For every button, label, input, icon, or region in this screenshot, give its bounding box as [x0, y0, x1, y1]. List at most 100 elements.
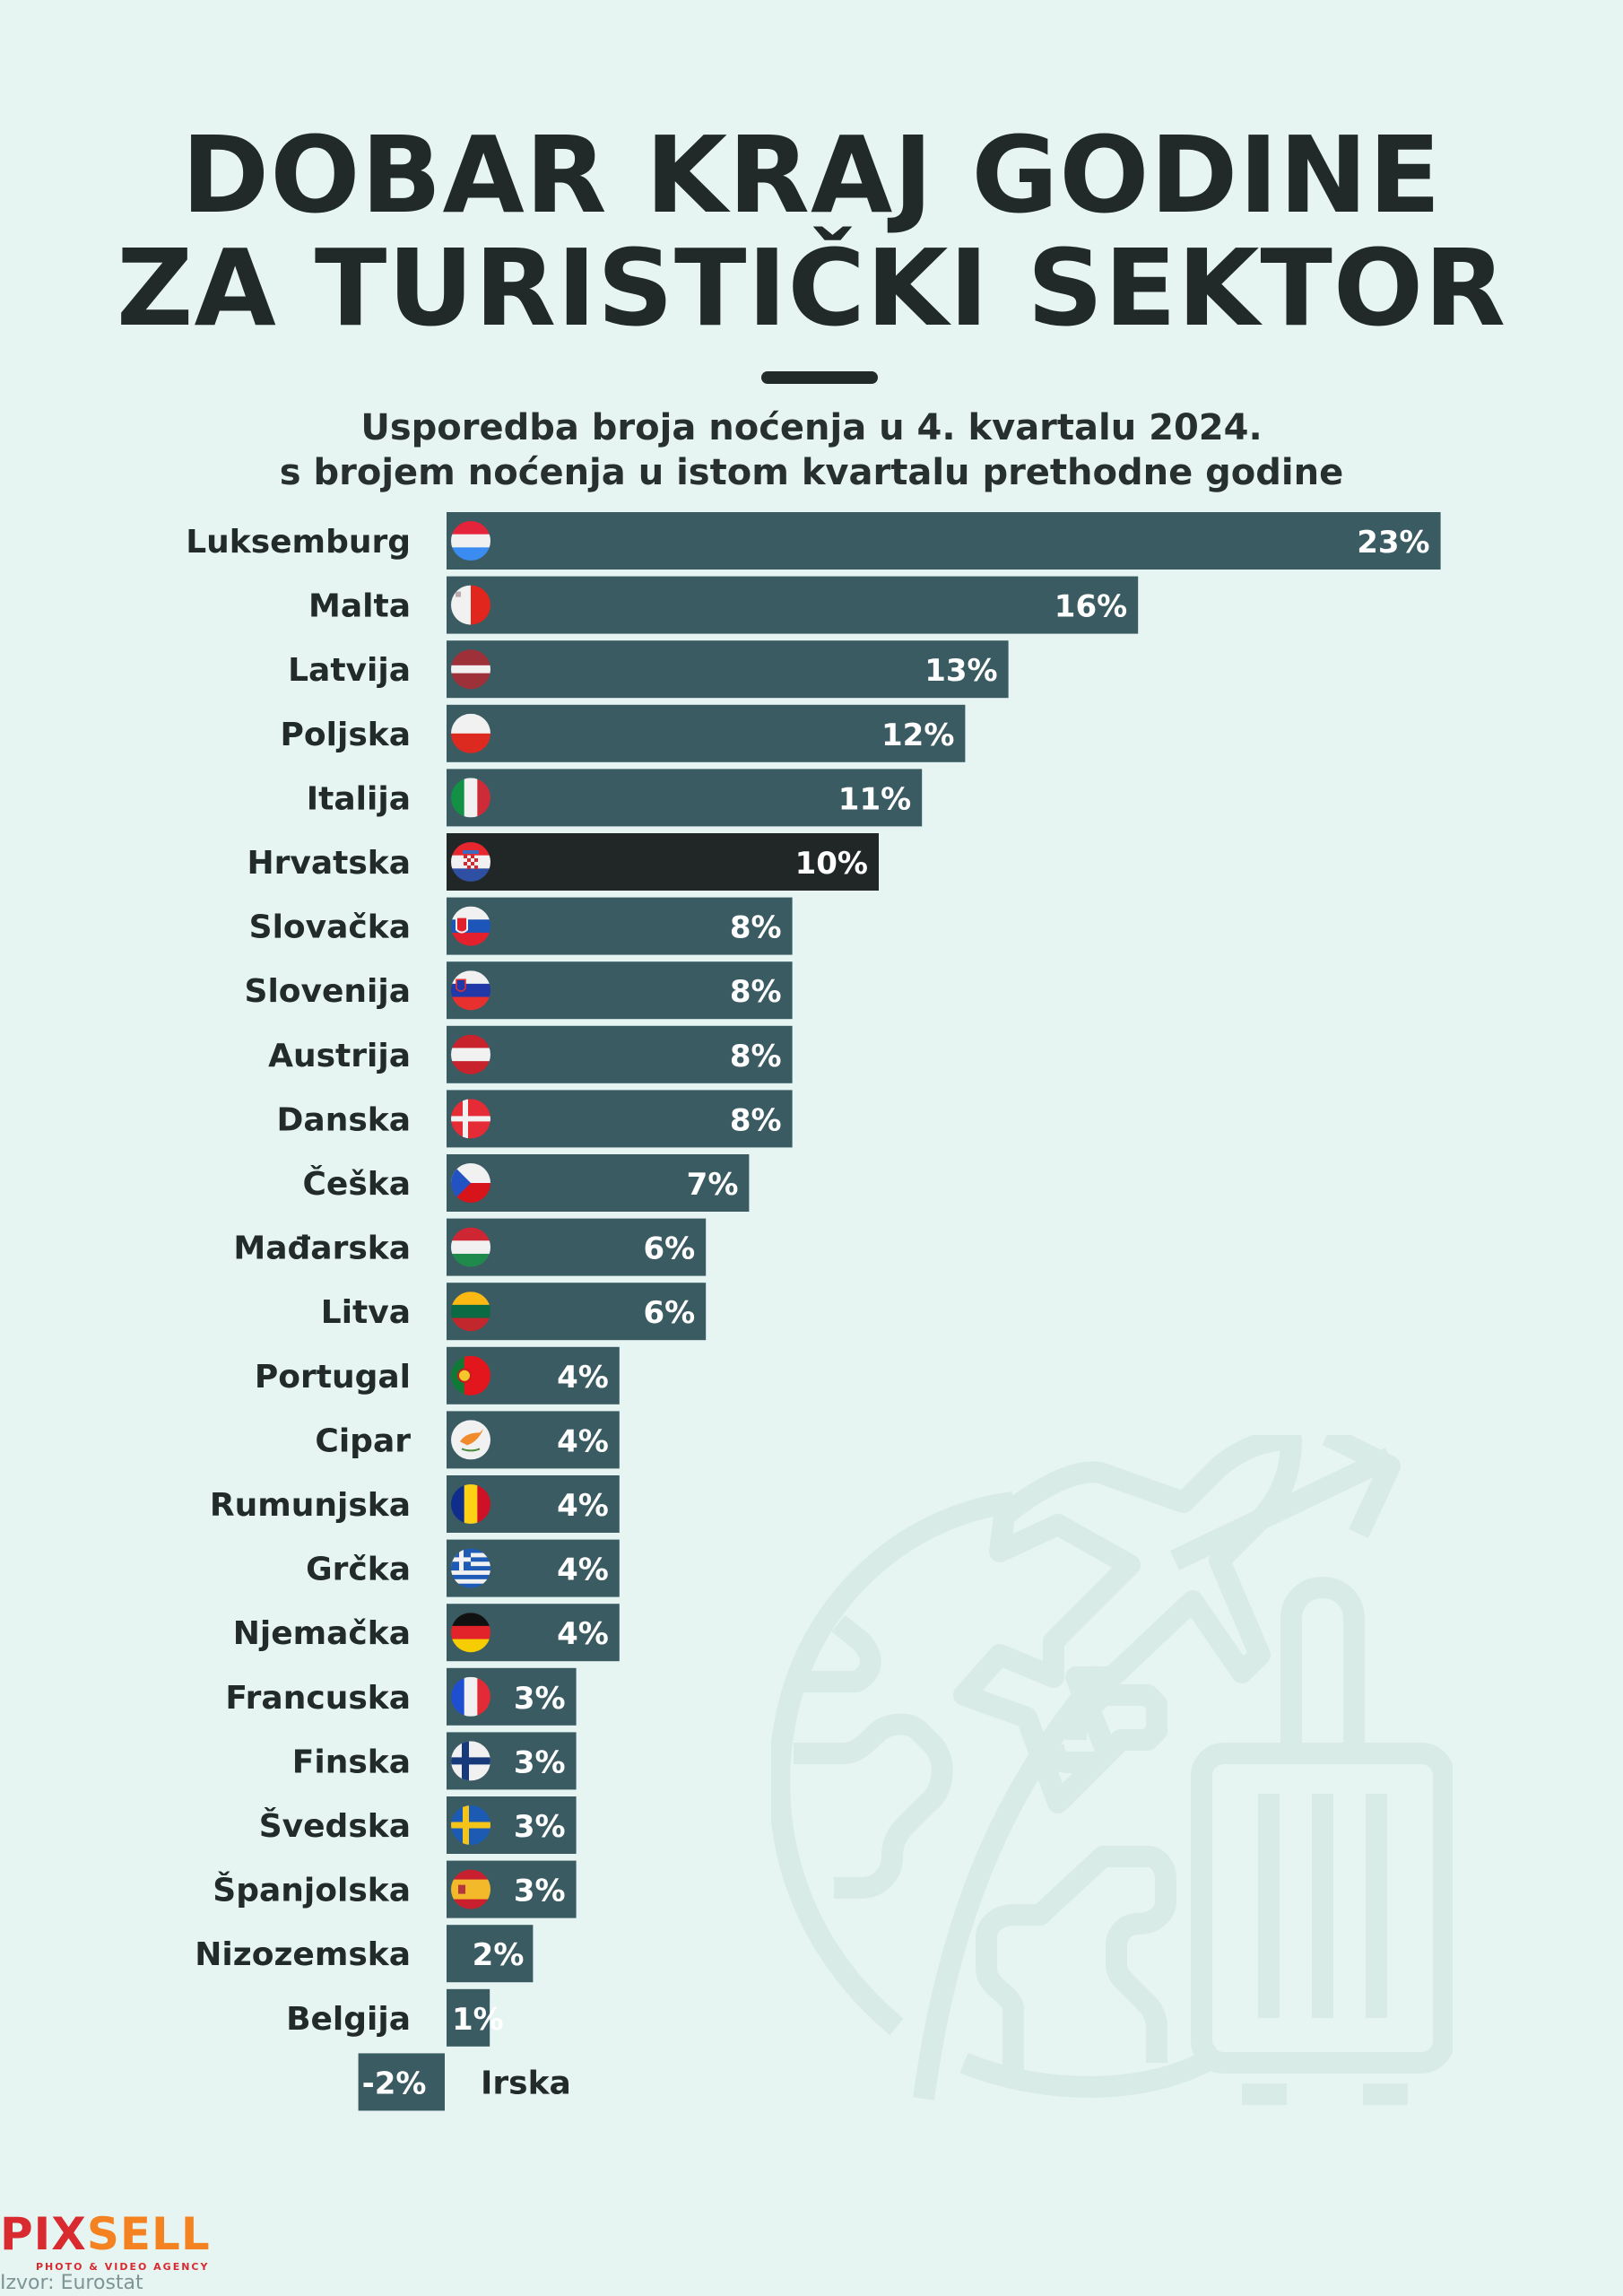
- travel-globe-suitcase-icon: [771, 1435, 1453, 2105]
- bar-row: Španjolska 3%: [213, 1860, 577, 1918]
- category-label: Hrvatska: [247, 845, 411, 882]
- category-label: Danska: [277, 1101, 411, 1138]
- title-line-1: DOBAR KRAJ GODINE: [181, 113, 1442, 237]
- value-label: 11%: [838, 781, 911, 817]
- flag-mt-icon: [451, 585, 490, 625]
- value-label: 3%: [514, 1809, 566, 1845]
- category-label: Italija: [307, 780, 411, 817]
- flag-cy-icon: [451, 1420, 490, 1460]
- value-label: 6%: [643, 1231, 695, 1267]
- bar-chart: Luksemburg 23% Malta 16% Latvija 13% Poljska 12…: [186, 512, 1441, 2111]
- flag-it-icon: [451, 778, 490, 818]
- flag-es-icon: [451, 1869, 490, 1909]
- value-label: 2%: [473, 1937, 525, 1973]
- value-label: 8%: [730, 1039, 782, 1074]
- logo-tagline: PHOTO & VIDEO AGENCY: [36, 2261, 210, 2273]
- category-label: Belgija: [286, 2001, 411, 2038]
- flag-hu-icon: [451, 1227, 490, 1267]
- title-line-2: ZA TURISTIČKI SEKTOR: [116, 226, 1507, 350]
- source-note: Izvor: Eurostat: [0, 2272, 143, 2294]
- category-label: Španjolska: [213, 1872, 411, 1909]
- category-label: Nizozemska: [195, 1936, 411, 1973]
- bar-row: Njemačka 4%: [233, 1604, 620, 1662]
- flag-lu-icon: [451, 521, 490, 561]
- bar: [447, 576, 1139, 634]
- bar: [447, 1025, 793, 1083]
- logo-sell: SELL: [86, 2208, 211, 2260]
- logo-pix: PIX: [0, 2208, 87, 2260]
- bar: [447, 769, 923, 827]
- bars-layer: Luksemburg 23% Malta 16% Latvija 13% Poljska 12…: [186, 512, 1441, 2111]
- bar: [358, 2053, 445, 2111]
- bar: [447, 961, 793, 1020]
- value-label: 3%: [514, 1681, 566, 1717]
- value-label: 6%: [643, 1295, 695, 1331]
- bar-row: Poljska 12%: [281, 704, 966, 762]
- flag-ro-icon: [451, 1484, 490, 1524]
- flag-lv-icon: [451, 649, 490, 690]
- flag-hr-icon: [451, 842, 490, 882]
- bar-row: Francuska 3%: [225, 1667, 577, 1726]
- bar: [447, 640, 1009, 699]
- category-label: Francuska: [225, 1680, 411, 1717]
- value-label: 4%: [557, 1360, 609, 1396]
- category-label: Latvija: [288, 652, 411, 689]
- subtitle-line-2: s brojem noćenja u istom kvartalu pretho…: [279, 452, 1344, 493]
- bar-row: Nizozemska 2%: [195, 1925, 534, 1983]
- bar-row: Belgija 1%: [286, 1988, 504, 2047]
- bar: [447, 1988, 490, 2047]
- value-label: 7%: [687, 1167, 739, 1203]
- chart-title: DOBAR KRAJ GODINE ZA TURISTIČKI SEKTOR: [0, 118, 1623, 344]
- flag-dk-icon: [451, 1099, 490, 1139]
- category-label: Njemačka: [233, 1615, 411, 1652]
- category-label: Slovačka: [249, 909, 411, 946]
- bar-row: Slovačka 8%: [249, 897, 793, 955]
- value-label: 4%: [557, 1423, 609, 1459]
- category-label: Irska: [481, 2065, 571, 2101]
- pixsell-logo: PIXSELL: [0, 2212, 211, 2257]
- title-divider: [761, 371, 878, 384]
- value-label: -2%: [362, 2066, 427, 2101]
- bar: [447, 1925, 534, 1983]
- category-label: Portugal: [255, 1359, 411, 1396]
- flag-fr-icon: [451, 1676, 490, 1717]
- category-label: Cipar: [315, 1422, 411, 1459]
- flag-se-icon: [451, 1805, 490, 1845]
- category-label: Slovenija: [245, 973, 411, 1010]
- chart-subtitle: Usporedba broja noćenja u 4. kvartalu 20…: [0, 405, 1623, 495]
- bar-row: Portugal 4%: [255, 1346, 620, 1405]
- category-label: Malta: [308, 588, 411, 625]
- value-label: 3%: [514, 1874, 566, 1909]
- category-label: Austrija: [268, 1038, 411, 1074]
- flag-gr-icon: [451, 1548, 490, 1588]
- flag-sk-icon: [451, 906, 490, 946]
- flag-si-icon: [451, 970, 490, 1011]
- bar-row: Hrvatska 10%: [247, 833, 879, 891]
- bar-row: Irska -2%: [358, 2053, 571, 2111]
- category-label: Poljska: [281, 717, 411, 753]
- flag-cz-icon: [451, 1163, 490, 1203]
- bar-row: Luksemburg 23%: [186, 512, 1441, 570]
- bar-row: Malta 16%: [308, 576, 1139, 634]
- category-label: Rumunjska: [210, 1487, 411, 1524]
- bar-row: Češka 7%: [303, 1154, 750, 1212]
- category-label: Luksemburg: [186, 524, 411, 561]
- bar: [447, 897, 793, 955]
- value-label: 1%: [452, 2002, 504, 2038]
- flag-lt-icon: [451, 1292, 490, 1332]
- category-label: Finska: [292, 1744, 411, 1780]
- value-label: 23%: [1357, 525, 1429, 561]
- flag-de-icon: [451, 1613, 490, 1653]
- value-label: 12%: [881, 718, 954, 753]
- value-label: 4%: [557, 1488, 609, 1524]
- bar: [447, 1154, 750, 1212]
- bar-row: Italija 11%: [307, 769, 923, 827]
- bar-row: Slovenija 8%: [245, 961, 793, 1020]
- bar-row: Latvija 13%: [288, 640, 1009, 699]
- value-label: 4%: [557, 1616, 609, 1652]
- category-label: Litva: [321, 1294, 411, 1331]
- flag-fi-icon: [451, 1741, 490, 1781]
- category-label: Švedska: [259, 1807, 411, 1845]
- flag-pl-icon: [451, 713, 490, 753]
- category-label: Češka: [303, 1165, 412, 1203]
